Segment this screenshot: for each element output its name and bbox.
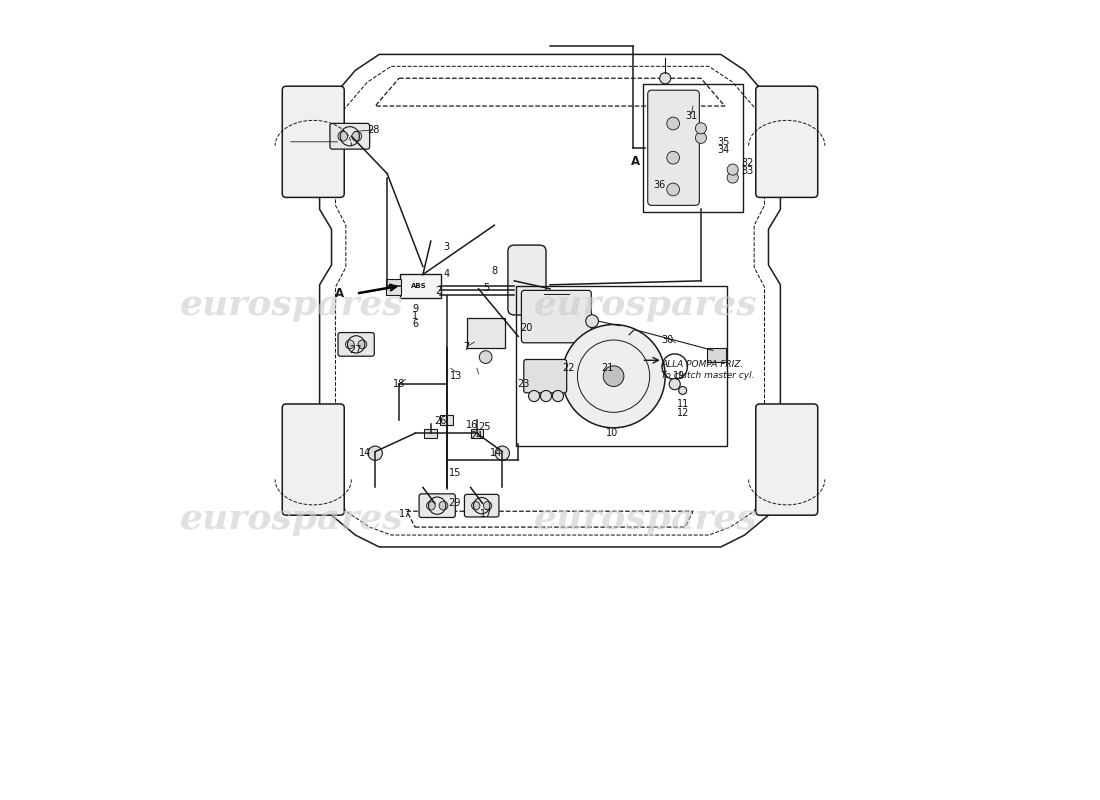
FancyBboxPatch shape (419, 494, 455, 518)
Text: 1: 1 (411, 310, 418, 321)
FancyBboxPatch shape (466, 318, 505, 348)
Circle shape (352, 131, 362, 141)
Circle shape (667, 117, 680, 130)
FancyBboxPatch shape (508, 245, 546, 315)
Text: 32: 32 (740, 158, 754, 168)
Circle shape (345, 340, 354, 349)
Text: 5: 5 (483, 283, 490, 293)
Text: 14: 14 (490, 448, 502, 458)
Text: 36: 36 (653, 181, 666, 190)
Bar (386, 279, 402, 295)
Circle shape (667, 151, 680, 164)
Text: 35: 35 (717, 137, 729, 147)
Text: 29: 29 (449, 498, 461, 508)
Text: 14: 14 (359, 448, 371, 458)
Circle shape (368, 446, 383, 460)
Text: eurospares: eurospares (534, 288, 757, 322)
FancyBboxPatch shape (524, 359, 567, 393)
Bar (425, 429, 437, 438)
Circle shape (495, 446, 509, 460)
Circle shape (552, 390, 563, 402)
Text: 22: 22 (562, 363, 574, 374)
Text: 16: 16 (466, 420, 478, 430)
Text: 10: 10 (606, 428, 618, 438)
Text: 27: 27 (349, 345, 362, 355)
Text: 12: 12 (676, 408, 689, 418)
Circle shape (667, 183, 680, 196)
FancyBboxPatch shape (521, 290, 592, 342)
Circle shape (484, 502, 492, 510)
Circle shape (338, 131, 348, 141)
FancyBboxPatch shape (707, 348, 726, 362)
Text: 4: 4 (443, 270, 450, 279)
FancyBboxPatch shape (756, 404, 817, 515)
Text: 30: 30 (661, 335, 673, 346)
Text: eurospares: eurospares (180, 288, 404, 322)
Circle shape (585, 315, 598, 327)
Bar (471, 429, 483, 438)
Text: 25: 25 (478, 422, 491, 432)
Circle shape (528, 390, 540, 402)
Circle shape (669, 378, 680, 390)
FancyBboxPatch shape (400, 274, 441, 298)
Text: 33: 33 (741, 166, 754, 176)
Circle shape (540, 390, 551, 402)
Text: ALLA POMPA FRIZ.
To clutch master cyl.: ALLA POMPA FRIZ. To clutch master cyl. (661, 360, 755, 379)
Text: 15: 15 (449, 468, 461, 478)
Circle shape (679, 386, 686, 394)
Circle shape (603, 366, 624, 386)
Circle shape (660, 73, 671, 84)
Circle shape (727, 164, 738, 175)
Bar (440, 415, 453, 425)
Text: eurospares: eurospares (180, 502, 404, 536)
Text: eurospares: eurospares (534, 502, 757, 536)
Text: 19: 19 (673, 371, 685, 381)
Circle shape (695, 132, 706, 143)
Text: 18: 18 (393, 379, 405, 389)
Circle shape (439, 502, 448, 510)
Text: 13: 13 (450, 371, 462, 381)
Text: 24: 24 (471, 430, 483, 441)
Text: ABS: ABS (410, 282, 427, 289)
Text: 2: 2 (436, 286, 442, 296)
Text: 23: 23 (518, 379, 530, 389)
Circle shape (562, 325, 666, 428)
Text: 6: 6 (411, 318, 418, 329)
Circle shape (358, 340, 367, 349)
Text: 26: 26 (434, 417, 447, 426)
Text: 7: 7 (463, 342, 470, 352)
Circle shape (695, 122, 706, 134)
Text: 34: 34 (717, 145, 729, 154)
Text: 17: 17 (399, 510, 411, 519)
Text: A: A (630, 155, 640, 168)
Circle shape (727, 172, 738, 183)
Text: 17: 17 (481, 510, 493, 519)
Circle shape (472, 502, 480, 510)
FancyBboxPatch shape (330, 123, 370, 149)
Text: 31: 31 (685, 110, 697, 121)
Circle shape (427, 502, 436, 510)
FancyBboxPatch shape (338, 333, 374, 356)
Text: 8: 8 (492, 266, 497, 275)
FancyBboxPatch shape (283, 86, 344, 198)
Text: 21: 21 (601, 363, 614, 374)
FancyBboxPatch shape (283, 404, 344, 515)
FancyBboxPatch shape (464, 494, 499, 517)
Text: 3: 3 (443, 242, 450, 253)
FancyBboxPatch shape (648, 90, 700, 206)
FancyBboxPatch shape (756, 86, 817, 198)
Circle shape (480, 350, 492, 363)
Text: 28: 28 (367, 125, 380, 135)
Text: 11: 11 (676, 399, 689, 409)
Text: A: A (336, 287, 344, 300)
Text: 20: 20 (520, 323, 532, 334)
Text: 9: 9 (411, 305, 418, 314)
